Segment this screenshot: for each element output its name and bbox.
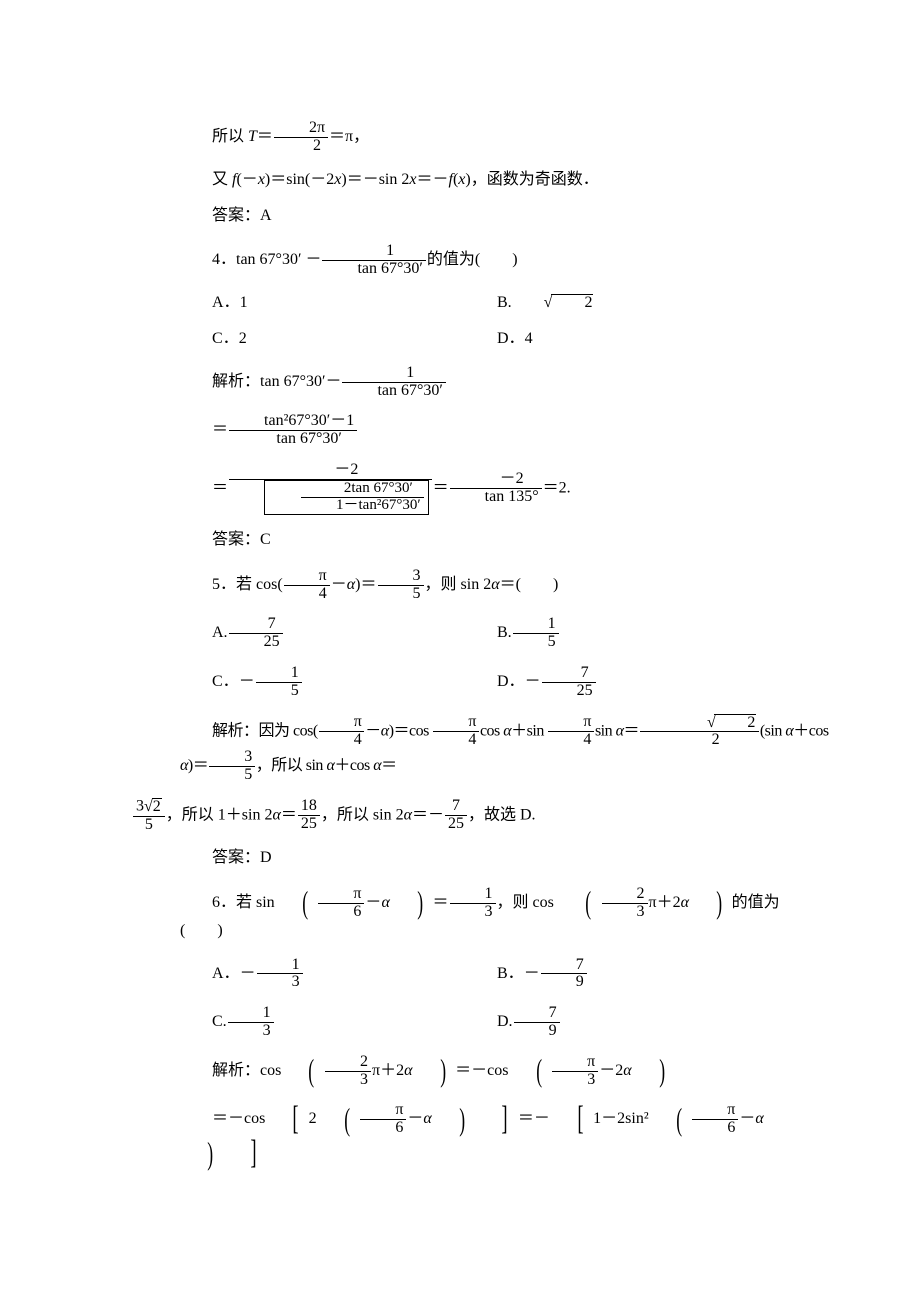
q6-stem: 6．若 sin(π6－α)＝13，则 cos (23π＋2α)的值为( ) xyxy=(180,886,790,943)
q5-options-row1: A.725 B.15 xyxy=(180,616,790,651)
answer-line: 答案：D xyxy=(180,847,790,869)
q6-options-row1: A．－13 B．－79 xyxy=(180,957,790,992)
q6-sol-line2: ＝－cos[2(π6－α)]＝－[1－2sin²(π6－α)] xyxy=(180,1102,790,1171)
text-line: 又 f(－x)＝sin(－2x)＝－sin 2x＝－f(x)，函数为奇函数． xyxy=(180,169,790,191)
q6-sol-line1: 解析：cos(23π＋2α)＝－cos(π3－2α) xyxy=(180,1054,790,1089)
answer-line: 答案：A xyxy=(180,205,790,227)
q5-sol-line1: 解析：因为 cos(π4－α)＝cos π4cos α＋sin π4sin α＝… xyxy=(180,714,830,784)
q4-options-row2: C．2 D．4 xyxy=(180,328,790,350)
q4-sol-line3: ＝－22tan 67°30′1－tan²67°30′＝－2tan 135°＝2. xyxy=(180,462,790,515)
q5-options-row2: C．－15 D．－725 xyxy=(180,665,790,700)
q4-stem: 4．tan 67°30′ －1tan 67°30′的值为( ) xyxy=(180,243,790,278)
q5-sol-line2: 325，所以 1＋sin 2α＝1825，所以 sin 2α＝－725，故选 D… xyxy=(132,798,790,834)
q6-options-row2: C.13 D.79 xyxy=(180,1005,790,1040)
answer-line: 答案：C xyxy=(180,529,790,551)
q4-sol-line2: ＝tan²67°30′－1tan 67°30′ xyxy=(180,413,790,448)
q5-stem: 5．若 cos(π4－α)＝35，则 sin 2α＝( ) xyxy=(180,568,790,603)
q4-sol-line1: 解析：tan 67°30′－1tan 67°30′ xyxy=(180,365,790,400)
text-line: 所以 T＝2π2＝π， xyxy=(180,120,790,155)
q4-options-row1: A．1 B.2 xyxy=(180,292,790,315)
